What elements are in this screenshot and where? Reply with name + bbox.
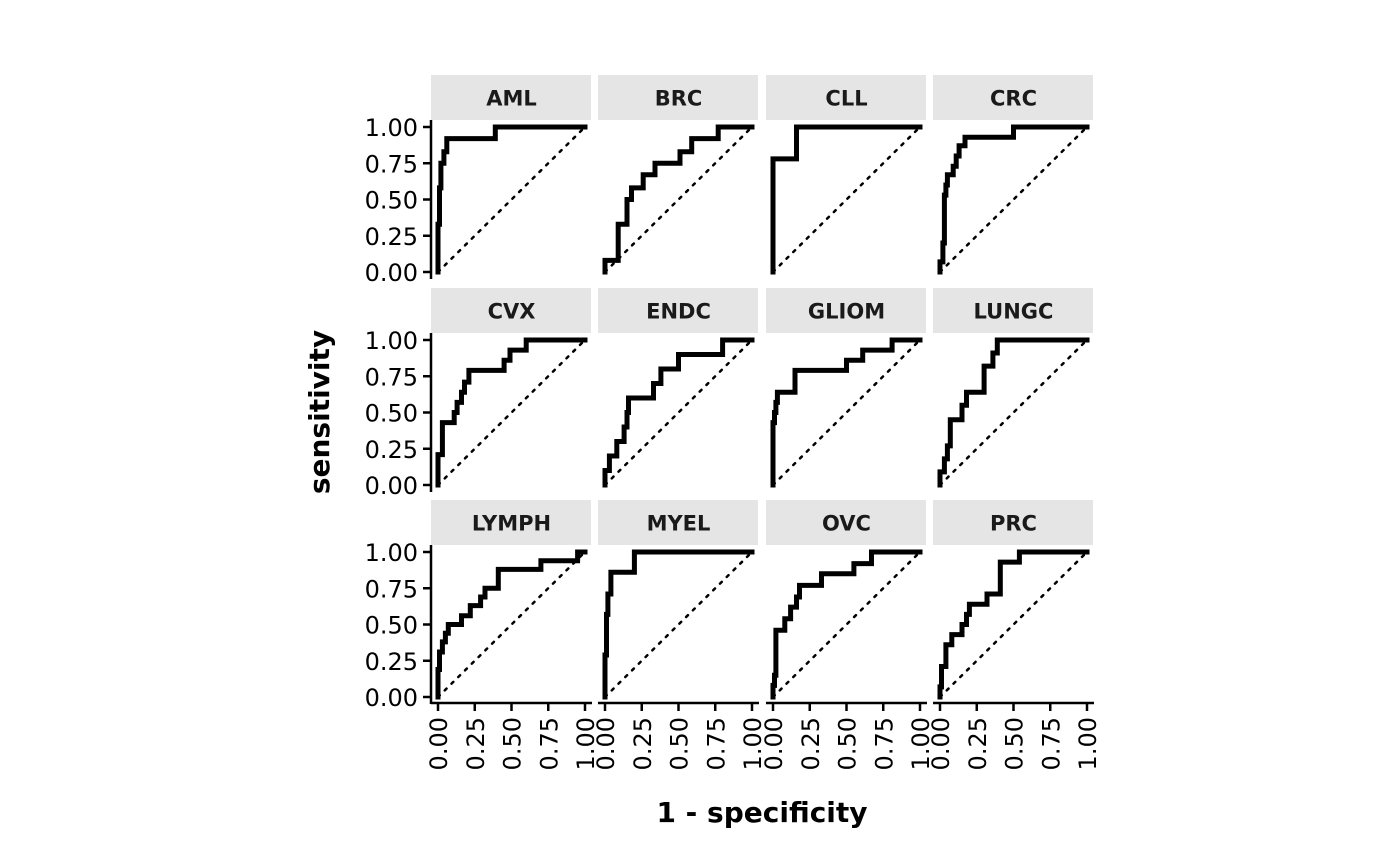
strip-lungc [933, 288, 1093, 333]
x-tick-label: 0.50 [666, 717, 694, 770]
roc-curve-lymph [435, 549, 588, 700]
strip-myel [598, 500, 758, 545]
x-tick-label: 0.25 [629, 717, 657, 770]
roc-curves-layer [435, 124, 1090, 700]
reference-line-cvx [436, 338, 587, 487]
reference-line-brc [603, 125, 754, 274]
strip-label-cvx: CVX [488, 300, 536, 324]
strip-aml [431, 75, 591, 120]
y-tick-label: 0.00 [365, 472, 418, 500]
x-tick-label: 0.75 [535, 717, 563, 770]
x-tick-label: 1.00 [572, 717, 600, 770]
x-tick-label: 0.50 [834, 717, 862, 770]
y-tick-label: 0.50 [365, 612, 418, 640]
strip-label-endc: ENDC [646, 300, 711, 324]
strip-lymph [431, 500, 591, 545]
y-tick-label: 0.75 [365, 575, 418, 603]
reference-line-endc [603, 338, 754, 487]
y-tick-label: 0.25 [365, 436, 418, 464]
reference-line-ovc [771, 550, 922, 699]
x-tick-label: 0.75 [1037, 717, 1065, 770]
x-tick-label: 0.75 [702, 717, 730, 770]
strip-label-ovc: OVC [822, 512, 871, 536]
reference-line-crc [938, 125, 1089, 274]
reference-line-prc [938, 550, 1089, 699]
y-tick-label: 0.75 [365, 363, 418, 391]
strip-prc [933, 500, 1093, 545]
reference-lines-layer [436, 125, 1089, 699]
x-tick-label: 0.25 [797, 717, 825, 770]
reference-line-gliom [771, 338, 922, 487]
strip-endc [598, 288, 758, 333]
strip-label-gliom: GLIOM [808, 300, 885, 324]
strip-cll [766, 75, 926, 120]
strip-label-brc: BRC [655, 87, 703, 111]
x-tick-label: 0.75 [870, 717, 898, 770]
strip-brc [598, 75, 758, 120]
strip-label-crc: CRC [990, 87, 1037, 111]
strip-label-cll: CLL [825, 87, 867, 111]
strip-label-prc: PRC [990, 512, 1037, 536]
y-tick-label: 0.00 [365, 684, 418, 712]
x-axis-title: 1 - specificity [656, 796, 867, 829]
y-tick-label: 0.75 [365, 150, 418, 178]
roc-curve-cvx [435, 337, 588, 488]
y-tick-label: 1.00 [365, 539, 418, 567]
strip-label-myel: MYEL [647, 512, 711, 536]
roc-curve-cll [770, 124, 923, 275]
roc-curve-ovc [770, 549, 923, 700]
strip-gliom [766, 288, 926, 333]
roc-curve-aml [435, 124, 588, 275]
reference-line-lungc [938, 338, 1089, 487]
x-tick-label: 1.00 [907, 717, 935, 770]
y-tick-label: 1.00 [365, 327, 418, 355]
strip-ovc [766, 500, 926, 545]
strip-label-lymph: LYMPH [472, 512, 551, 536]
x-tick-label: 0.25 [462, 717, 490, 770]
strip-label-lungc: LUNGC [974, 300, 1054, 324]
y-tick-label: 0.00 [365, 259, 418, 287]
axes-layer: 0.000.250.500.751.000.000.250.500.751.00… [365, 114, 1102, 770]
x-tick-label: 1.00 [1074, 717, 1102, 770]
panels-layer: AML BRC CLL CRC CVX ENDC GLIOM LUNGC LYMPH MYEL OV… [431, 75, 1093, 545]
reference-line-myel [603, 550, 754, 699]
roc-curve-gliom [770, 337, 923, 488]
reference-line-aml [436, 125, 587, 274]
reference-line-lymph [436, 550, 587, 699]
x-tick-label: 0.00 [592, 717, 620, 770]
roc-curve-brc [602, 124, 755, 275]
x-tick-label: 0.50 [1001, 717, 1029, 770]
reference-line-cll [771, 125, 922, 274]
roc-curve-myel [602, 549, 755, 700]
strip-label-aml: AML [486, 87, 537, 111]
x-tick-label: 1.00 [739, 717, 767, 770]
roc-curve-endc [602, 337, 755, 488]
roc-curve-prc [937, 549, 1090, 700]
y-tick-label: 0.25 [365, 223, 418, 251]
y-tick-label: 0.50 [365, 400, 418, 428]
x-tick-label: 0.00 [927, 717, 955, 770]
x-tick-label: 0.50 [499, 717, 527, 770]
x-tick-label: 0.00 [425, 717, 453, 770]
roc-curve-lungc [937, 337, 1090, 488]
x-tick-label: 0.25 [964, 717, 992, 770]
roc-curve-crc [937, 124, 1090, 275]
y-tick-label: 0.50 [365, 187, 418, 215]
y-tick-label: 0.25 [365, 648, 418, 676]
strip-cvx [431, 288, 591, 333]
y-axis-title: sensitivity [303, 330, 336, 494]
y-tick-label: 1.00 [365, 114, 418, 142]
strip-crc [933, 75, 1093, 120]
x-tick-label: 0.00 [760, 717, 788, 770]
